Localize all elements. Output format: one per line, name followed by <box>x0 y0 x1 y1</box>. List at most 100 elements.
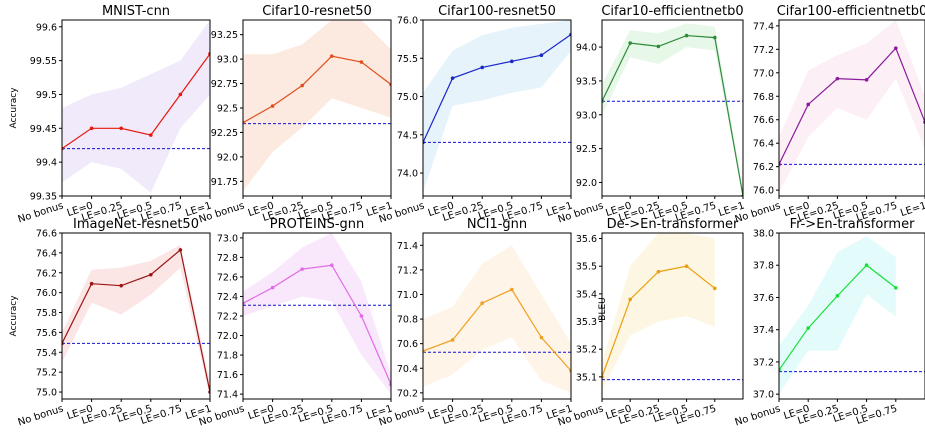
y-tick-label: 92.75 <box>211 79 238 90</box>
y-tick-label: 75.0 <box>397 92 418 103</box>
y-tick-label: 77.2 <box>753 45 774 56</box>
confidence-band <box>243 233 391 395</box>
data-point <box>270 285 275 290</box>
confidence-band <box>423 245 571 393</box>
subplot: 76.076.276.476.676.877.077.277.4No bonus… <box>734 4 925 225</box>
series-line <box>62 53 210 150</box>
subplot: 37.037.237.437.637.838.0No bonus LE=0LE=0… <box>734 217 925 428</box>
plot-area <box>779 20 925 193</box>
plot-area <box>423 20 571 193</box>
y-tick-label: 72.2 <box>217 312 238 323</box>
confidence-band <box>602 233 715 391</box>
plot-area <box>602 233 743 391</box>
y-tick-label: 75.5 <box>397 54 418 65</box>
data-point <box>656 44 661 49</box>
data-point <box>835 294 840 298</box>
axes-frame <box>422 19 572 197</box>
y-tick-label: 92.0 <box>576 178 597 189</box>
y-tick-label: 99.4 <box>36 158 57 169</box>
y-tick-label: 76.6 <box>753 115 774 126</box>
x-tick-label: No bonus <box>734 403 782 428</box>
x-tick-label: No bonus <box>17 200 65 225</box>
data-point <box>89 126 94 131</box>
data-point <box>894 46 898 50</box>
y-tick-label: 70.6 <box>397 339 418 350</box>
plot-area <box>62 20 210 193</box>
y-tick-label: 71.4 <box>217 390 238 401</box>
confidence-band <box>602 23 743 196</box>
y-axis-label: BLEU <box>598 297 608 320</box>
data-point <box>806 102 810 107</box>
y-tick-label: 35.4 <box>576 289 597 300</box>
data-point <box>119 126 123 131</box>
subplot: 70.270.470.670.871.071.271.4No bonus LE=0… <box>378 217 574 428</box>
y-tick-label: 74.0 <box>397 169 418 180</box>
y-tick-label: 75.2 <box>36 368 57 379</box>
y-tick-label: 70.4 <box>397 364 418 375</box>
data-point <box>539 335 544 340</box>
y-tick-label: 73.0 <box>217 233 238 244</box>
y-tick-label: 77.4 <box>753 21 774 32</box>
y-axis-label: Accuracy <box>9 295 19 337</box>
plot-area <box>423 245 571 393</box>
plot-area <box>62 244 210 398</box>
data-point <box>510 287 514 292</box>
y-tick-label: 76.0 <box>753 186 774 197</box>
confidence-band <box>779 20 925 193</box>
y-tick-label: 35.6 <box>576 234 597 245</box>
confidence-band <box>243 20 391 192</box>
data-point <box>149 133 153 137</box>
y-tick-label: 74.5 <box>397 130 418 141</box>
y-tick-label: 72.4 <box>217 292 238 303</box>
y-tick-label: 99.45 <box>30 124 57 135</box>
x-tick-label: No bonus <box>17 403 65 428</box>
data-point <box>713 35 717 40</box>
series-line <box>779 47 925 165</box>
y-tick-label: 71.0 <box>397 290 418 301</box>
data-point <box>894 285 898 290</box>
y-tick-label: 99.35 <box>30 192 57 203</box>
series-line <box>423 288 571 372</box>
y-tick-label: 93.0 <box>576 110 597 121</box>
y-tick-label: 71.2 <box>397 265 418 276</box>
y-tick-label: 72.0 <box>217 331 238 342</box>
y-tick-label: 35.3 <box>576 317 597 328</box>
subplot-title: NCI1-gnn <box>467 217 527 232</box>
axes-frame <box>778 19 925 197</box>
data-point <box>864 78 869 82</box>
subplot-title: MNIST-cnn <box>102 4 170 19</box>
y-tick-label: 76.8 <box>753 92 774 103</box>
y-tick-label: 35.1 <box>576 372 597 383</box>
data-point <box>119 283 123 288</box>
data-point <box>178 248 183 252</box>
data-point <box>359 314 364 318</box>
data-point <box>684 264 689 269</box>
data-point <box>864 263 869 268</box>
data-point <box>330 54 334 58</box>
axes-frame <box>778 232 925 400</box>
data-point <box>270 104 275 108</box>
y-tick-label: 99.5 <box>36 90 57 101</box>
subplot: 74.074.575.075.576.0No bonus LE=0LE=0.25L… <box>378 4 574 225</box>
y-tick-label: 72.6 <box>217 272 238 283</box>
subplot: 71.471.671.872.072.272.472.672.873.0No b… <box>198 217 394 428</box>
y-tick-label: 94.0 <box>576 43 597 54</box>
confidence-band <box>779 236 896 395</box>
y-tick-label: 76.0 <box>397 16 418 27</box>
y-tick-label: 37.2 <box>753 357 774 368</box>
subplot-title: Cifar10-resnet50 <box>262 4 372 19</box>
data-point <box>450 76 455 80</box>
subplot-title: ImageNet-resnet50 <box>73 217 199 232</box>
subplot: 75.0 75.2 75.4 75.6 75.8 76.0 76.2 76.4 76.6 No b… <box>9 217 213 428</box>
y-tick-label: 99.6 <box>36 22 57 33</box>
y-tick-label: 76.2 <box>36 268 57 279</box>
y-tick-label: 38.0 <box>753 229 774 240</box>
series-line <box>423 34 571 143</box>
y-tick-label: 77.0 <box>753 68 774 79</box>
y-tick-label: 76.0 <box>36 288 57 299</box>
data-point <box>359 60 364 64</box>
y-tick-label: 99.55 <box>30 56 57 67</box>
